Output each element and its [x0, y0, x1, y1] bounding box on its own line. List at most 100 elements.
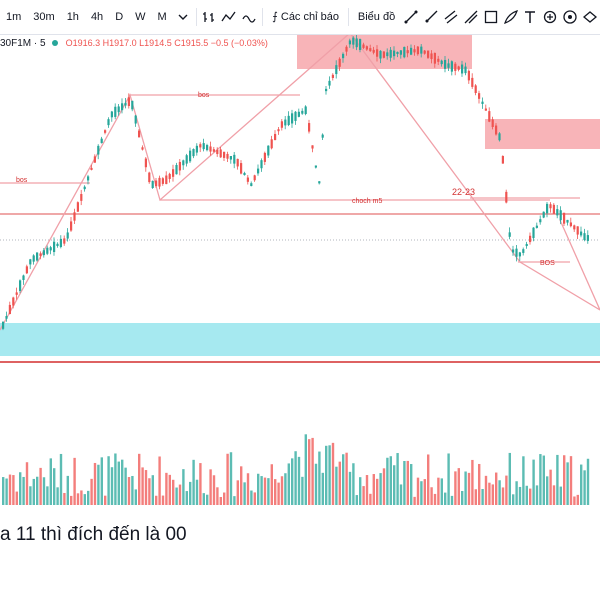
candle-body	[376, 49, 379, 57]
candle-body	[100, 138, 103, 144]
candle-body	[559, 210, 562, 221]
high-value: H1917.0	[102, 38, 137, 48]
candle-body	[569, 222, 572, 227]
candle-body	[518, 252, 521, 257]
candle-body	[416, 46, 419, 55]
candle-body	[461, 64, 464, 74]
volume-bar	[263, 477, 267, 505]
candle-body	[219, 149, 222, 158]
more-shapes-icon[interactable]	[580, 0, 600, 34]
candle-body	[348, 40, 351, 45]
price-chart[interactable]: bos bos choch m5 22-23 BOS	[0, 0, 600, 515]
candle-body	[440, 60, 443, 65]
timeframe-30m[interactable]: 30m	[33, 11, 55, 23]
indicators-label: Các chỉ báo	[280, 11, 339, 23]
candle-body	[427, 50, 430, 58]
volume-bar	[141, 467, 144, 505]
candle-body	[277, 129, 280, 132]
candle-body	[478, 93, 481, 99]
text-icon[interactable]	[521, 0, 541, 34]
candle-body	[464, 66, 467, 74]
candle-body	[185, 155, 188, 164]
candle-body	[403, 46, 406, 58]
candle-body	[117, 106, 120, 113]
volume-bar	[331, 442, 335, 505]
trend-line-icon[interactable]	[401, 0, 421, 34]
volume-bar	[379, 473, 382, 505]
candle-body	[314, 165, 317, 168]
volume-bar	[172, 479, 175, 505]
candle-body	[481, 101, 484, 104]
candle-body	[512, 249, 515, 253]
candle-body	[253, 175, 256, 181]
candle-body	[297, 111, 300, 117]
rectangle-icon[interactable]	[481, 0, 501, 34]
volume-bar	[352, 463, 355, 505]
timeframe-4h[interactable]: 4h	[90, 11, 104, 23]
chart-toolbar: 1m 30m 1h 4h D W M ⨍ Các chỉ báo Biểu đồ	[0, 0, 600, 35]
volume-bar	[556, 454, 559, 505]
candle-body	[501, 156, 504, 164]
candle-body	[311, 145, 314, 149]
brush-icon[interactable]	[501, 0, 521, 34]
volume-bar	[573, 496, 576, 505]
volume-bar	[488, 482, 491, 505]
candle-body	[53, 241, 56, 253]
candle-body	[274, 133, 277, 141]
candle-body	[488, 111, 491, 122]
volume-bar	[297, 456, 301, 505]
volume-bar	[382, 468, 386, 505]
volume-bar	[505, 475, 508, 505]
candle-body	[580, 231, 583, 236]
volume-bar	[158, 456, 161, 505]
bar-style-icon[interactable]	[200, 0, 220, 34]
volume-bar	[546, 476, 549, 505]
volume-bar	[335, 466, 338, 505]
supply-zone-right	[485, 119, 600, 149]
symbol-name[interactable]: 30F1M · 5	[0, 37, 46, 49]
candle-body	[182, 160, 185, 166]
candle-body	[233, 154, 236, 164]
parallel-channel-icon[interactable]	[441, 0, 461, 34]
timeframe-d[interactable]: D	[115, 11, 124, 23]
volume-bar	[294, 451, 297, 505]
timeframe-1h[interactable]: 1h	[66, 11, 79, 23]
candle-body	[532, 227, 535, 239]
candle-body	[223, 151, 226, 158]
price-range-icon[interactable]	[540, 0, 560, 34]
ellipse-icon[interactable]	[560, 0, 580, 34]
timeframe-m[interactable]: M	[157, 11, 167, 23]
indicator-fx-icon[interactable]	[239, 0, 259, 34]
volume-bar	[501, 487, 505, 505]
volume-bar	[325, 445, 328, 505]
chevron-down-icon[interactable]	[173, 0, 193, 34]
candle-body	[76, 202, 79, 212]
timeframe-w[interactable]: W	[135, 11, 146, 23]
candle-body	[199, 144, 202, 148]
candle-body	[291, 113, 294, 124]
candle-body	[195, 145, 198, 153]
volume-bar	[362, 486, 365, 505]
chart-type-button[interactable]: Biểu đồ	[357, 11, 396, 23]
candle-body	[549, 204, 552, 209]
candle-body	[236, 158, 239, 167]
pitchfork-icon[interactable]	[461, 0, 481, 34]
volume-bar	[280, 476, 284, 505]
line-style-icon[interactable]	[219, 0, 239, 34]
candle-body	[362, 44, 365, 48]
ray-icon[interactable]	[421, 0, 441, 34]
volume-bar	[420, 481, 423, 505]
candle-body	[393, 50, 396, 57]
volume-bar	[583, 470, 586, 505]
volume-bar	[447, 453, 450, 505]
indicators-button[interactable]: ⨍ Các chỉ báo	[266, 0, 345, 34]
candle-body	[144, 158, 147, 168]
volume-bar	[566, 462, 569, 505]
volume-bar	[308, 439, 311, 505]
candle-body	[42, 250, 45, 256]
timeframe-1m[interactable]: 1m	[6, 11, 22, 23]
candle-body	[498, 133, 501, 141]
candle-body	[556, 209, 559, 216]
supply-zone-top	[297, 33, 472, 69]
candle-body	[243, 172, 246, 176]
